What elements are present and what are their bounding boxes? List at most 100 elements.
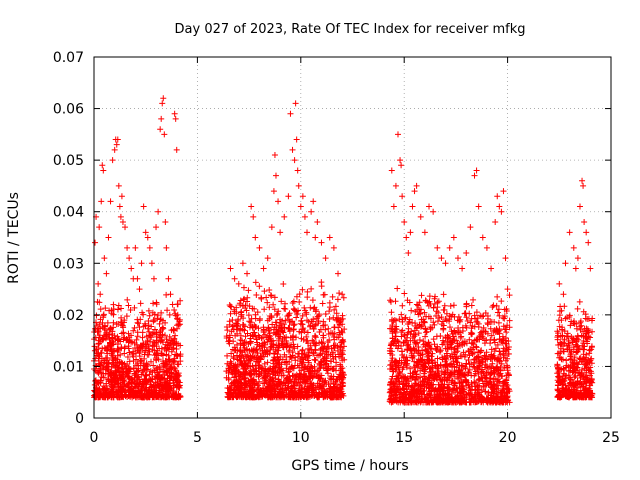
data-point bbox=[271, 151, 278, 158]
data-point bbox=[102, 335, 109, 342]
data-point bbox=[561, 303, 568, 310]
data-point bbox=[562, 260, 569, 267]
data-point bbox=[119, 219, 126, 226]
data-point bbox=[277, 229, 284, 236]
data-point bbox=[166, 333, 173, 340]
data-point bbox=[409, 203, 416, 210]
data-point bbox=[140, 311, 147, 318]
data-point bbox=[142, 322, 149, 329]
data-point bbox=[589, 328, 596, 335]
data-point bbox=[154, 369, 161, 376]
data-point bbox=[122, 224, 129, 231]
data-point bbox=[127, 306, 134, 313]
data-point bbox=[325, 325, 332, 332]
data-point bbox=[282, 305, 289, 312]
data-point bbox=[570, 244, 577, 251]
data-point bbox=[132, 244, 139, 251]
data-point bbox=[174, 381, 181, 388]
data-point bbox=[264, 359, 271, 366]
data-point bbox=[459, 265, 466, 272]
data-point bbox=[171, 364, 178, 371]
data-point bbox=[107, 326, 114, 333]
data-point bbox=[312, 332, 319, 339]
data-point bbox=[155, 208, 162, 215]
data-point bbox=[152, 389, 159, 396]
data-point bbox=[450, 302, 457, 309]
data-point bbox=[177, 297, 184, 304]
data-point bbox=[128, 379, 135, 386]
data-point bbox=[150, 300, 157, 307]
data-point bbox=[239, 260, 246, 267]
data-point bbox=[403, 234, 410, 241]
data-point bbox=[475, 203, 482, 210]
data-point bbox=[123, 335, 130, 342]
data-point bbox=[397, 157, 404, 164]
data-point bbox=[580, 182, 587, 189]
data-point bbox=[226, 318, 233, 325]
data-point bbox=[134, 316, 141, 323]
data-point bbox=[229, 316, 236, 323]
data-point bbox=[440, 326, 447, 333]
data-point bbox=[153, 333, 160, 340]
data-point bbox=[120, 393, 127, 400]
data-point bbox=[161, 344, 168, 351]
data-point bbox=[130, 358, 137, 365]
data-point bbox=[258, 294, 265, 301]
data-point bbox=[96, 392, 103, 399]
data-point bbox=[171, 338, 178, 345]
data-point bbox=[105, 234, 112, 241]
data-point bbox=[484, 319, 491, 326]
data-point bbox=[407, 229, 414, 236]
data-points bbox=[91, 95, 596, 406]
data-point bbox=[108, 350, 115, 357]
data-point bbox=[312, 234, 319, 241]
y-tick-label: 0.01 bbox=[53, 359, 84, 375]
data-point bbox=[227, 310, 234, 317]
data-point bbox=[411, 188, 418, 195]
data-point bbox=[504, 286, 511, 293]
data-point bbox=[170, 379, 177, 386]
data-point bbox=[157, 387, 164, 394]
data-point bbox=[273, 312, 280, 319]
data-point bbox=[100, 374, 107, 381]
data-point bbox=[104, 319, 111, 326]
data-point bbox=[498, 208, 505, 215]
data-point bbox=[430, 208, 437, 215]
data-point bbox=[99, 324, 106, 331]
data-point bbox=[226, 337, 233, 344]
data-point bbox=[166, 386, 173, 393]
data-point bbox=[446, 244, 453, 251]
data-point bbox=[109, 157, 116, 164]
data-point bbox=[252, 234, 259, 241]
data-point bbox=[394, 285, 401, 292]
data-point bbox=[153, 224, 160, 231]
data-point bbox=[161, 379, 168, 386]
data-point bbox=[470, 296, 477, 303]
data-point bbox=[115, 320, 122, 327]
data-point bbox=[556, 280, 563, 287]
data-point bbox=[336, 290, 343, 297]
data-point bbox=[334, 296, 341, 303]
data-point bbox=[159, 393, 166, 400]
data-point bbox=[131, 383, 138, 390]
data-point bbox=[100, 311, 107, 318]
data-point bbox=[463, 300, 470, 307]
data-point bbox=[92, 378, 99, 385]
data-point bbox=[293, 334, 300, 341]
data-point bbox=[250, 213, 257, 220]
data-point bbox=[163, 384, 170, 391]
data-point bbox=[138, 357, 145, 364]
data-point bbox=[390, 203, 397, 210]
data-point bbox=[157, 126, 164, 133]
data-point bbox=[106, 307, 113, 314]
data-point bbox=[574, 305, 581, 312]
data-point bbox=[151, 311, 158, 318]
data-point bbox=[107, 198, 114, 205]
data-point bbox=[153, 299, 160, 306]
data-point bbox=[260, 265, 267, 272]
data-point bbox=[114, 376, 121, 383]
data-point bbox=[108, 370, 115, 377]
data-point bbox=[125, 345, 132, 352]
data-point bbox=[123, 313, 130, 320]
